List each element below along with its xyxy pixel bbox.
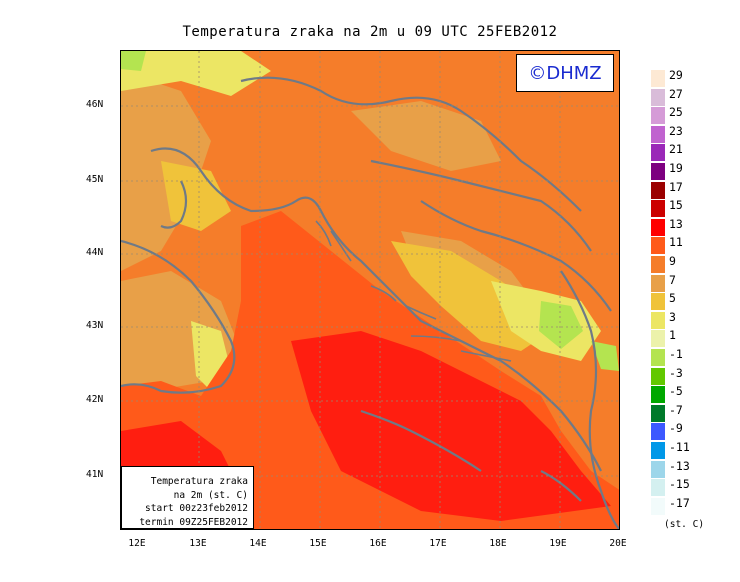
sea-warm-south <box>291 331 611 521</box>
land-cool-alps <box>121 51 271 96</box>
lon-tick-20e: 20E <box>609 538 627 549</box>
legend-swatch <box>651 256 665 273</box>
legend-label: -9 <box>669 421 683 436</box>
snow-patch-c <box>121 51 146 71</box>
legend-swatch <box>651 423 665 441</box>
info-line-2: na 2m (st. C) <box>173 489 248 501</box>
legend-label: 19 <box>669 161 683 175</box>
legend-label: 29 <box>669 68 683 82</box>
legend-label: 7 <box>669 272 676 287</box>
coast-lines <box>121 76 619 529</box>
legend-label: 13 <box>669 216 683 231</box>
lat-tick-42n: 42N <box>86 394 104 405</box>
legend-label: 15 <box>669 198 683 213</box>
legend-swatch <box>651 163 665 180</box>
legend-swatch <box>651 70 665 87</box>
legend-swatch <box>651 497 665 515</box>
info-line-4: termin 09Z25FEB2012 <box>139 516 248 528</box>
legend-label: -7 <box>669 402 683 417</box>
legend-swatch <box>651 181 665 199</box>
legend-swatch <box>651 349 665 366</box>
legend-label: 3 <box>669 309 676 324</box>
legend-label: 27 <box>669 86 683 101</box>
map-title: Temperatura zraka na 2m u 09 UTC 25FEB20… <box>182 24 558 40</box>
land-mild-north <box>351 101 501 171</box>
legend-label: -3 <box>669 365 683 380</box>
legend-label: -1 <box>669 347 683 361</box>
lon-tick-19e: 19E <box>549 538 567 549</box>
legend-swatch <box>651 442 665 459</box>
lon-tick-12e: 12E <box>128 538 146 549</box>
legend-label: 5 <box>669 291 676 306</box>
legend-swatch <box>651 386 665 404</box>
legend-label: -15 <box>669 477 690 492</box>
legend-label: 23 <box>669 123 683 138</box>
legend-swatch <box>651 460 665 478</box>
lat-tick-44n: 44N <box>86 247 104 258</box>
legend-label: 11 <box>669 235 683 250</box>
legend-swatch <box>651 479 665 497</box>
legend-swatch <box>651 367 665 385</box>
legend-label: 17 <box>669 179 683 194</box>
legend-swatch <box>651 404 665 422</box>
legend-swatch <box>651 107 665 125</box>
legend-swatch <box>651 200 665 218</box>
legend-label: 9 <box>669 254 676 268</box>
info-box: Temperatura zraka na 2m (st. C) start 00… <box>121 466 254 529</box>
legend-swatch <box>651 274 665 292</box>
lat-tick-43n: 43N <box>86 320 104 331</box>
info-line-1: Temperatura zraka <box>150 476 248 487</box>
legend-label: 21 <box>669 142 683 157</box>
grid-lines <box>121 51 619 529</box>
snow-patch-b <box>591 341 619 371</box>
lat-tick-41n: 41N <box>86 469 104 480</box>
legend-label: -13 <box>669 458 690 473</box>
lon-tick-17e: 17E <box>429 538 447 549</box>
lat-tick-45n: 45N <box>86 174 104 185</box>
legend-label: -17 <box>669 495 690 510</box>
legend-label: -11 <box>669 440 690 454</box>
legend-swatch <box>651 144 665 162</box>
legend-swatch <box>651 330 665 348</box>
legend-unit: (st. C) <box>664 519 705 530</box>
lon-tick-14e: 14E <box>249 538 267 549</box>
copyright-badge: ©DHMZ <box>516 54 614 92</box>
legend-swatch <box>651 218 665 236</box>
info-line-3: start 00z23feb2012 <box>145 503 248 514</box>
legend-label: 1 <box>669 328 676 343</box>
snow-patch-a <box>539 301 583 349</box>
lon-tick-13e: 13E <box>189 538 207 549</box>
land-cool-istria <box>161 161 231 231</box>
lat-tick-46n: 46N <box>86 99 104 110</box>
legend-label: 25 <box>669 105 683 120</box>
legend-swatch <box>651 237 665 255</box>
legend-swatch <box>651 88 665 106</box>
lon-tick-15e: 15E <box>309 538 327 549</box>
legend-swatch <box>651 293 665 311</box>
legend-label: -5 <box>669 384 683 399</box>
lon-tick-16e: 16E <box>369 538 387 549</box>
lon-tick-18e: 18E <box>489 538 507 549</box>
temperature-map <box>120 50 620 530</box>
island-lines <box>315 220 512 362</box>
legend-swatch <box>651 311 665 329</box>
legend-swatch <box>651 125 665 143</box>
